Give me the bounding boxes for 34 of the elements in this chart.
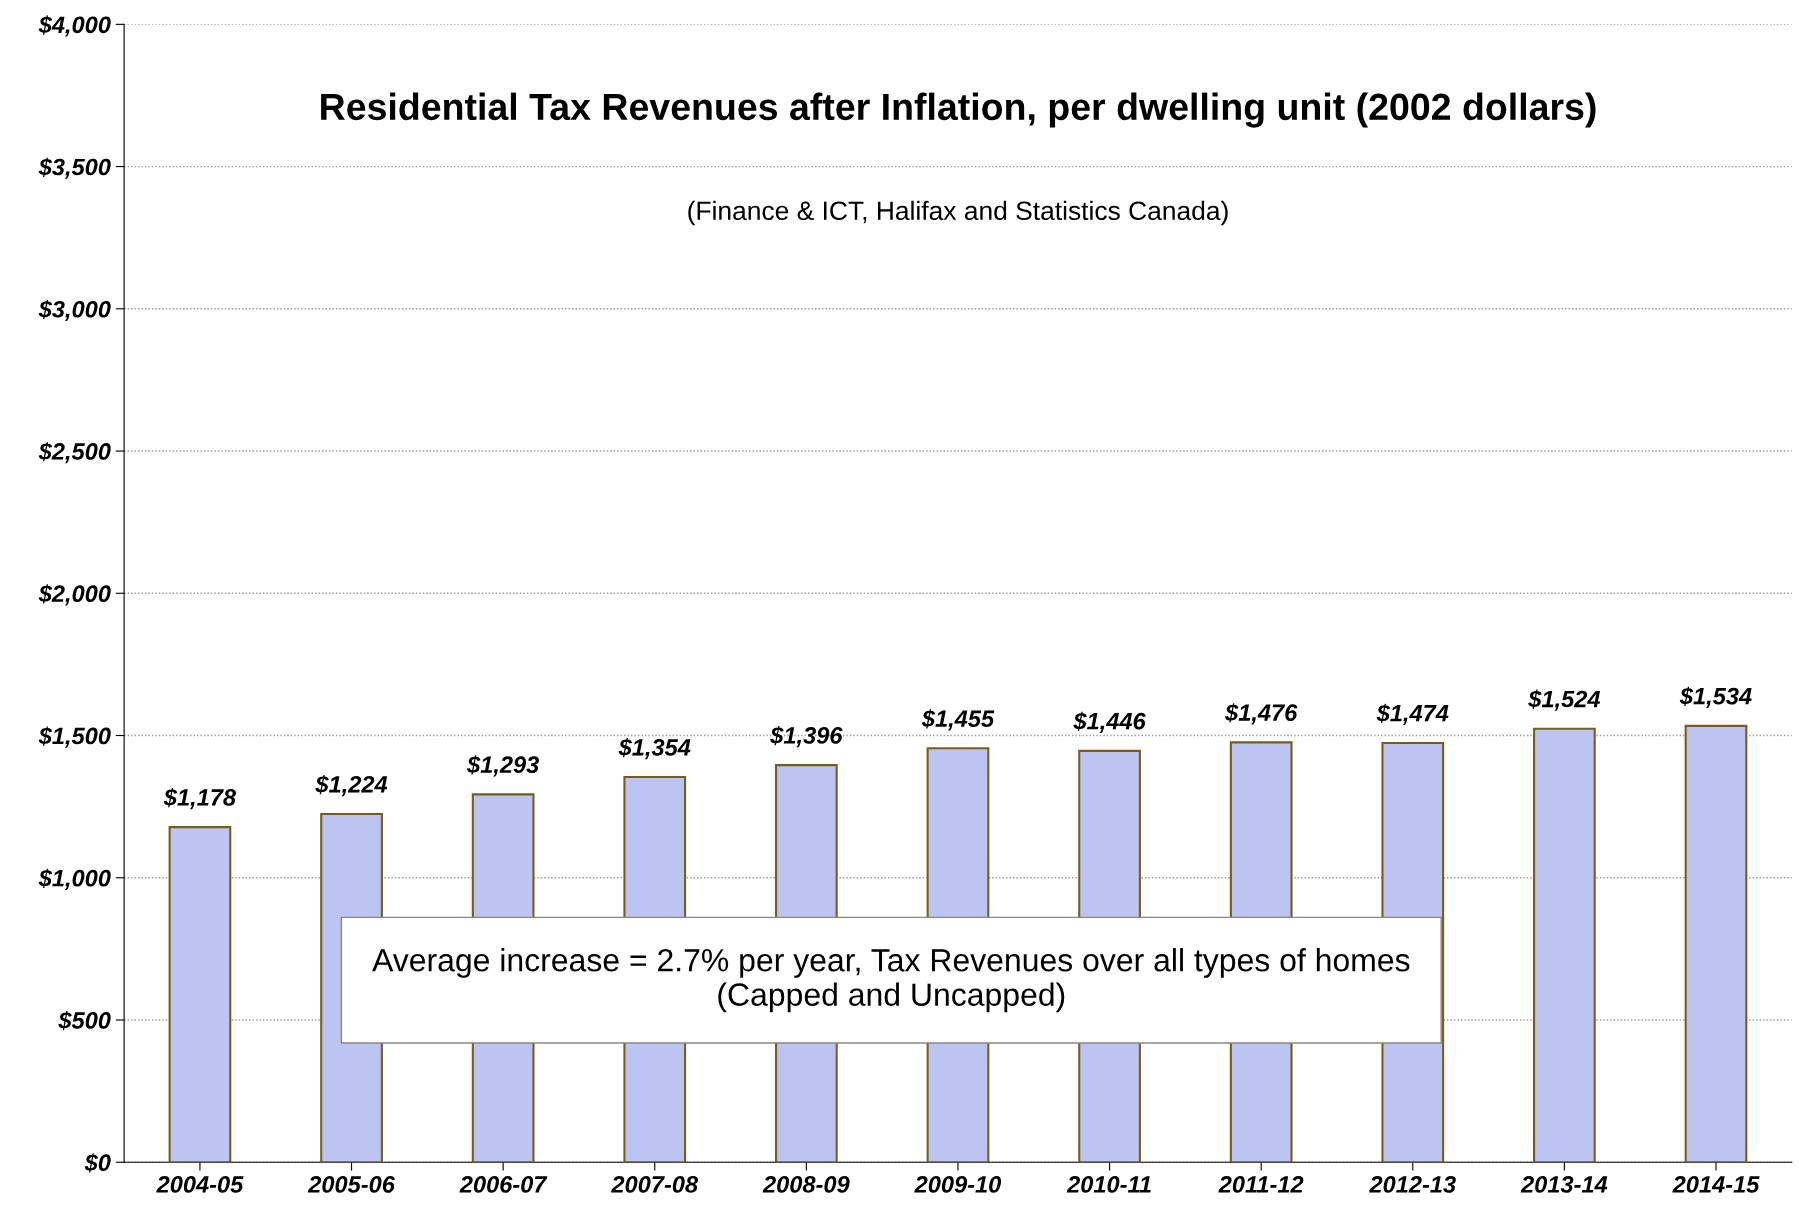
x-tick-label: 2011-12 xyxy=(1218,1176,1304,1193)
y-tick-label: $0 xyxy=(84,1153,111,1173)
x-tick-label: 2010-11 xyxy=(1066,1176,1151,1193)
data-label: $1,446 xyxy=(1073,711,1146,733)
y-tick-label: $2,500 xyxy=(38,442,111,464)
y-tick-label: $1,000 xyxy=(38,868,111,890)
data-label: $1,224 xyxy=(315,774,388,797)
data-label: $1,396 xyxy=(770,726,843,748)
data-label: $1,534 xyxy=(1679,686,1752,708)
text: (Finance & ICT, Halifax and Statistics Canada) xyxy=(688,200,1228,226)
y-tick-label: $3,500 xyxy=(38,157,111,179)
data-label: $1,524 xyxy=(1528,689,1601,711)
x-tick-label: 2004-05 xyxy=(156,1176,244,1193)
x-tick-label: 2007-08 xyxy=(611,1176,699,1193)
y-tick-label: $4,000 xyxy=(38,15,111,37)
data-label: $1,354 xyxy=(618,737,691,760)
data-label: $1,476 xyxy=(1224,703,1298,725)
data-label: $1,293 xyxy=(466,755,539,777)
y-tick-label: $1,500 xyxy=(38,726,111,748)
text: Residential Tax Revenues after Inflation, per dwelling unit (2002 dollars) xyxy=(321,92,1596,128)
y-tick-label: $3,000 xyxy=(38,299,111,322)
x-tick-label: 2006-07 xyxy=(459,1176,548,1193)
data-label: $1,178 xyxy=(163,788,237,810)
data-label: $1,455 xyxy=(921,709,995,731)
x-tick-label: 2009-10 xyxy=(914,1176,1002,1193)
x-tick-label: 2013-14 xyxy=(1520,1176,1608,1193)
x-tick-label: 2008-09 xyxy=(762,1176,850,1193)
data-label: $1,474 xyxy=(1376,703,1449,726)
x-tick-label: 2014-15 xyxy=(1672,1176,1760,1193)
x-tick-label: 2012-13 xyxy=(1369,1176,1456,1193)
y-tick-label: $500 xyxy=(58,1011,111,1031)
annotation: Average increase = 2.7% per year, Tax Revenues over all types of homes (Capped and Uncapped) xyxy=(372,948,1410,1013)
y-tick-label: $2,000 xyxy=(38,584,111,606)
x-tick-label: 2005-06 xyxy=(307,1176,395,1193)
